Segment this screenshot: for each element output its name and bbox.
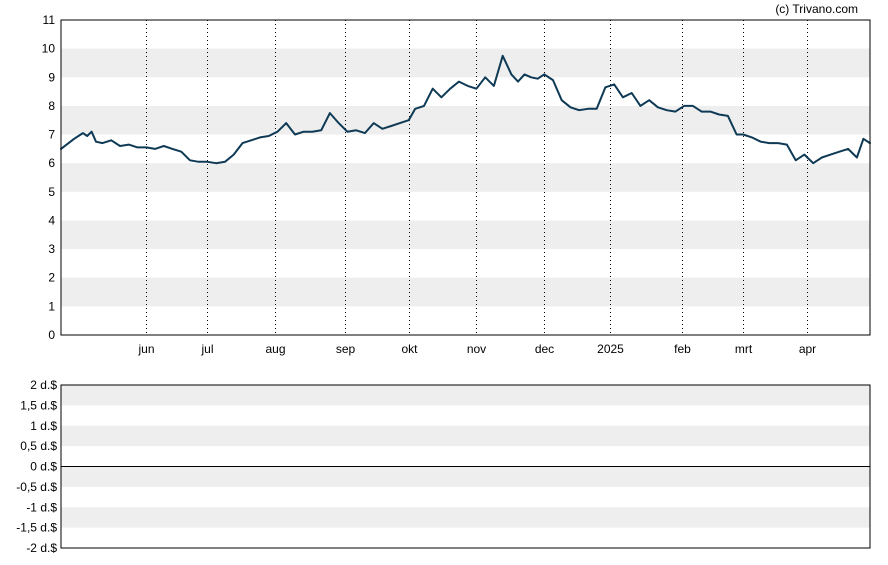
top-y-tick-label: 1 — [48, 299, 55, 313]
top-y-tick-label: 6 — [48, 156, 55, 170]
top-band — [61, 105, 870, 135]
top-y-tick-label: 4 — [48, 213, 55, 227]
top-y-tick-label: 2 — [48, 271, 55, 285]
top-chart-x-tick-labels: jun jul aug sep okt nov dec 2025 feb mrt apr — [137, 342, 816, 356]
x-tick-label: aug — [265, 342, 285, 356]
top-y-tick-label: 0 — [48, 328, 55, 342]
x-tick-label: mrt — [735, 342, 753, 356]
top-y-tick-label: 5 — [48, 185, 55, 199]
top-chart-y-tick-labels: 0 1 2 3 4 5 6 7 8 9 10 11 — [42, 13, 56, 342]
bottom-y-tick-label: 1 d.$ — [30, 419, 57, 433]
bottom-y-tick-label: 2 d.$ — [30, 378, 57, 392]
bottom-y-tick-label: 0 d.$ — [30, 460, 57, 474]
bottom-y-tick-label: -1,5 d.$ — [16, 521, 57, 535]
top-y-tick-label: 7 — [48, 128, 55, 142]
top-y-tick-label: 11 — [43, 13, 56, 27]
x-tick-label: nov — [467, 342, 486, 356]
bottom-band — [61, 466, 870, 487]
top-band — [61, 163, 870, 192]
x-tick-label: apr — [799, 342, 816, 356]
x-tick-label: dec — [535, 342, 554, 356]
bottom-y-tick-label: -1 d.$ — [26, 500, 57, 514]
bottom-y-tick-label: 1,5 d.$ — [20, 398, 57, 412]
bottom-chart-frame — [60, 384, 871, 549]
top-chart-month-gridlines — [146, 20, 808, 335]
bottom-y-tick-label: -2 d.$ — [26, 541, 57, 555]
top-band — [61, 48, 870, 78]
x-tick-label: feb — [674, 342, 691, 356]
price-series-line — [60, 54, 871, 165]
top-band — [61, 277, 870, 307]
top-chart-frame — [60, 19, 871, 336]
top-y-tick-label: 3 — [48, 242, 55, 256]
credit-label: (c) Trivano.com — [775, 2, 858, 16]
top-y-tick-label: 10 — [42, 42, 56, 56]
bottom-band — [61, 507, 870, 528]
top-band — [61, 220, 870, 250]
x-tick-label: jul — [200, 342, 213, 356]
x-tick-label: jun — [137, 342, 154, 356]
bottom-chart-bands — [61, 385, 870, 528]
bottom-band — [61, 385, 870, 406]
x-tick-label: okt — [401, 342, 418, 356]
top-y-tick-label: 8 — [48, 99, 55, 113]
bottom-chart-y-tick-labels: 2 d.$ 1,5 d.$ 1 d.$ 0,5 d.$ 0 d.$ -0,5 d.$ -1 … — [16, 378, 57, 555]
top-y-tick-label: 9 — [48, 70, 55, 84]
bottom-y-tick-label: 0,5 d.$ — [20, 439, 57, 453]
x-tick-label: 2025 — [597, 342, 624, 356]
x-tick-label: sep — [336, 342, 356, 356]
bottom-band — [61, 425, 870, 447]
top-chart-bands — [61, 48, 870, 307]
bottom-y-tick-label: -0,5 d.$ — [16, 480, 57, 494]
